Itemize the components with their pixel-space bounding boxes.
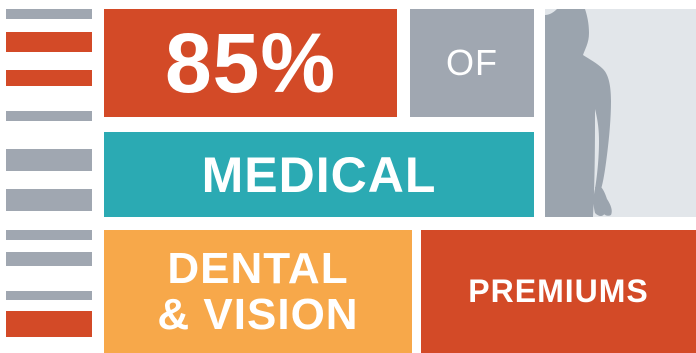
percent-block: 85%	[104, 9, 397, 117]
stripe-bar	[6, 149, 92, 171]
dental-label: DENTAL	[167, 243, 349, 293]
stripe-bar	[6, 230, 92, 240]
premiums-label: PREMIUMS	[468, 273, 649, 309]
of-block: OF	[410, 9, 534, 117]
person-silhouette-icon	[545, 9, 612, 217]
premiums-block: PREMIUMS	[421, 230, 696, 353]
dental-vision-block: DENTAL & VISION	[104, 230, 412, 353]
stripe-bar	[6, 311, 92, 337]
stripe-bar	[6, 70, 92, 86]
stripe-bar	[6, 189, 92, 211]
stripe-bar	[6, 32, 92, 52]
medical-label: MEDICAL	[201, 146, 437, 203]
vision-label: & VISION	[157, 289, 359, 339]
stripe-bar	[6, 291, 92, 300]
figure-block	[545, 9, 696, 217]
stripe-bar	[6, 252, 92, 266]
stripe-bar	[6, 9, 92, 19]
stripe-bar	[6, 111, 92, 121]
of-label: OF	[446, 42, 498, 83]
percent-value: 85%	[164, 15, 337, 110]
medical-block: MEDICAL	[104, 132, 534, 217]
